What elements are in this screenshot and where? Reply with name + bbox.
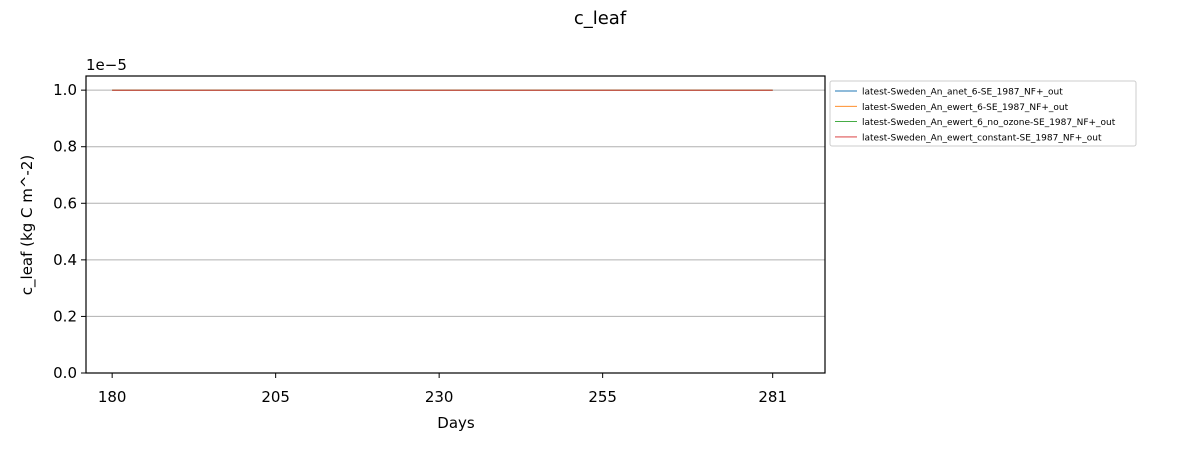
x-tick-label: 255 bbox=[588, 388, 617, 406]
y-tick-label: 0.2 bbox=[53, 307, 77, 325]
y-tick-label: 0.6 bbox=[53, 194, 77, 212]
y-tick-label: 0.0 bbox=[53, 364, 77, 382]
x-tick-label: 180 bbox=[98, 388, 127, 406]
y-offset-label: 1e−5 bbox=[86, 56, 127, 74]
legend-label: latest-Sweden_An_anet_6-SE_1987_NF+_out bbox=[862, 88, 1063, 98]
chart-title: c_leaf bbox=[574, 8, 627, 29]
x-axis-label: Days bbox=[437, 414, 475, 432]
x-tick-label: 281 bbox=[758, 388, 787, 406]
legend-label: latest-Sweden_An_ewert_6-SE_1987_NF+_out bbox=[862, 103, 1069, 113]
y-tick-label: 0.4 bbox=[53, 251, 77, 269]
x-tick-label: 205 bbox=[261, 388, 290, 406]
grid-lines bbox=[86, 89, 825, 374]
legend-label: latest-Sweden_An_ewert_constant-SE_1987_… bbox=[862, 133, 1102, 143]
legend-label: latest-Sweden_An_ewert_6_no_ozone-SE_198… bbox=[862, 118, 1116, 128]
legend-box bbox=[829, 80, 1137, 147]
y-axis-ticks: 0.0 0.2 0.4 0.6 0.8 1.0 bbox=[53, 81, 86, 382]
legend: latest-Sweden_An_anet_6-SE_1987_NF+_outl… bbox=[829, 80, 1137, 147]
plot-frame bbox=[85, 75, 826, 374]
y-tick-label: 1.0 bbox=[53, 81, 77, 99]
y-tick-label: 0.8 bbox=[53, 138, 77, 156]
x-axis-ticks: 180 205 230 255 281 bbox=[98, 373, 787, 406]
y-axis-label: c_leaf (kg C m^-2) bbox=[18, 155, 37, 295]
x-tick-label: 230 bbox=[425, 388, 454, 406]
